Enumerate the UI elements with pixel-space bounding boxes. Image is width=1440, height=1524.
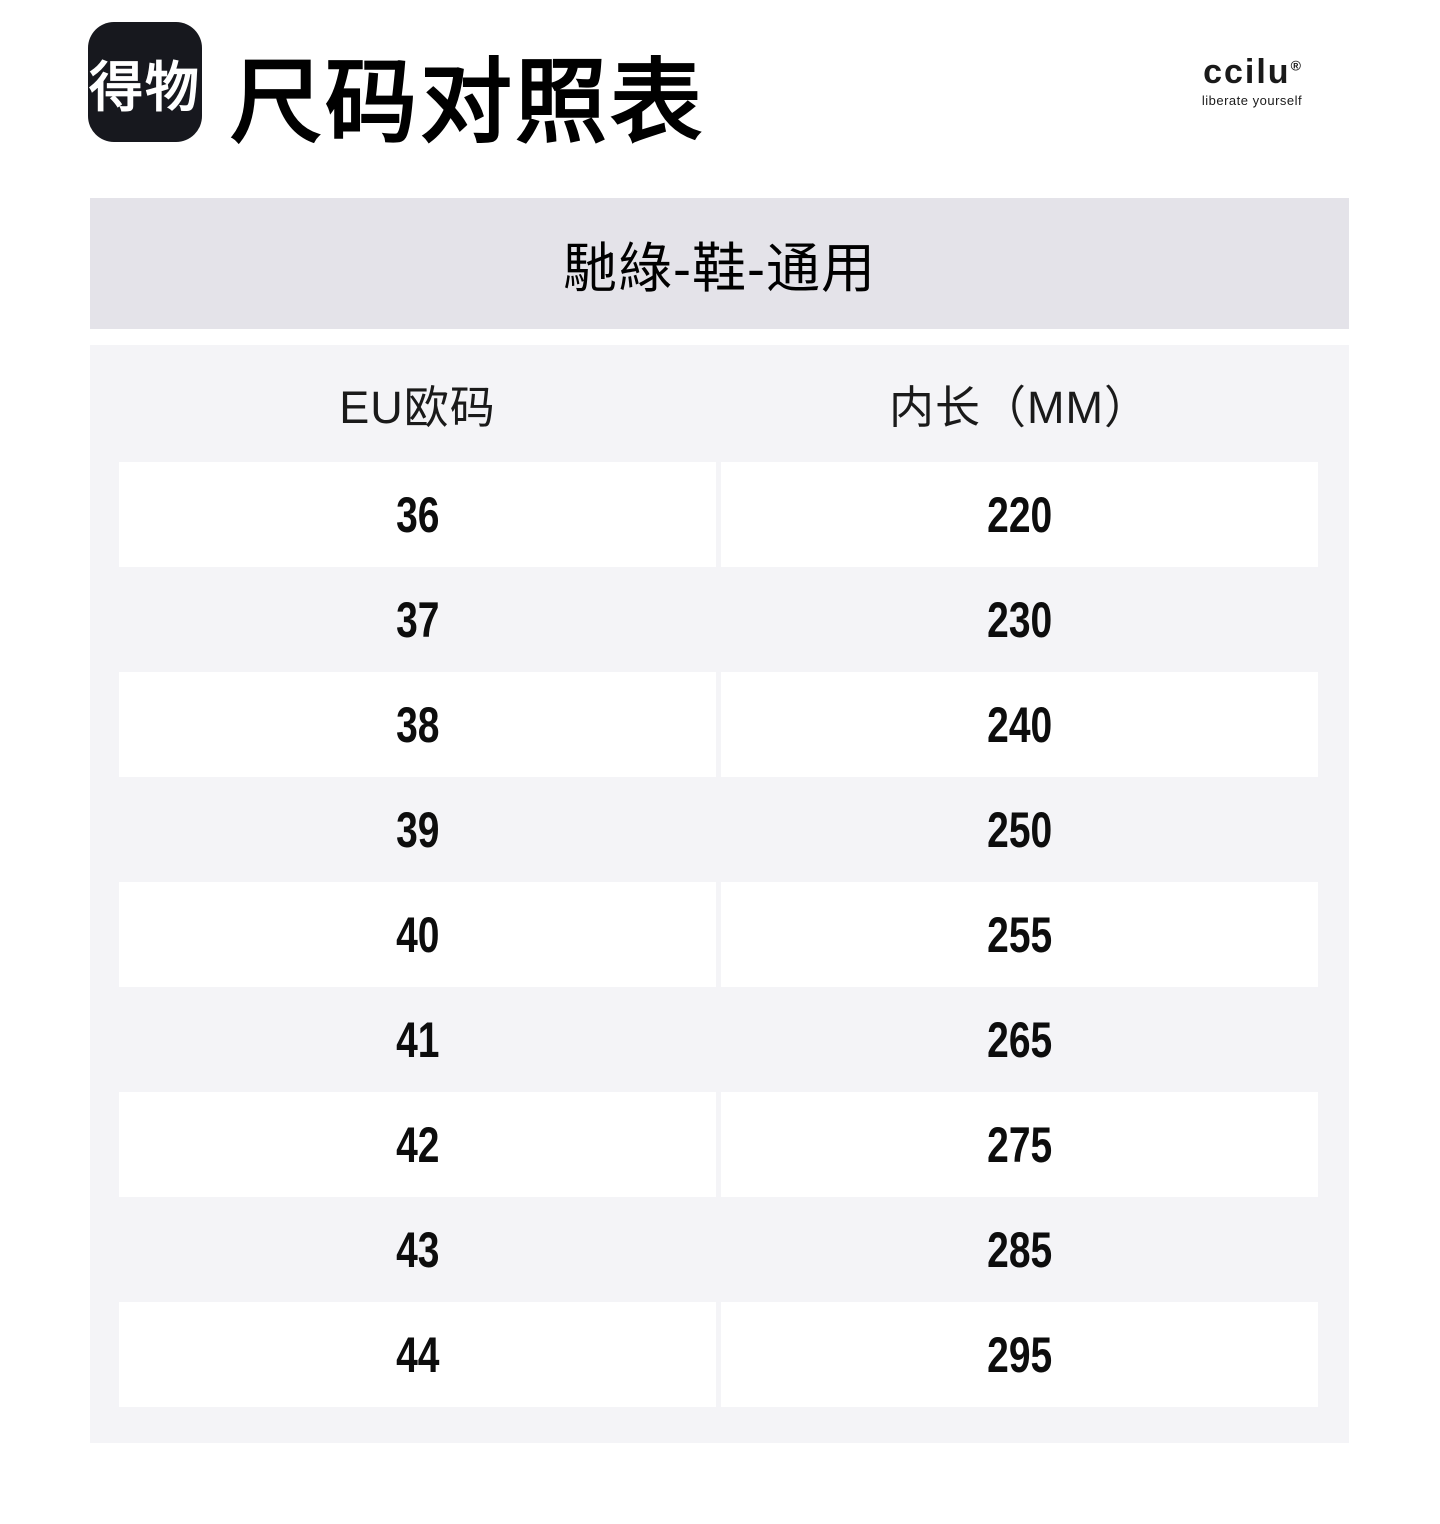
table-row: 43 285 [119,1197,1318,1302]
registered-trademark-icon: ® [1290,57,1301,74]
inner-length-value: 275 [986,1116,1053,1173]
inner-length-cell: 220 [721,462,1318,567]
eu-size-cell: 44 [119,1302,716,1407]
inner-length-value: 285 [986,1221,1053,1278]
eu-size-cell: 39 [119,777,716,882]
chart-band-title: 馳綠-鞋-通用 [90,198,1349,329]
size-table: EU欧码 内长（MM） 36 220 37 230 38 240 39 250 40 255 41 2… [90,345,1349,1443]
inner-length-cell: 255 [721,882,1318,987]
eu-size-value: 40 [395,906,440,963]
eu-size-cell: 38 [119,672,716,777]
inner-length-value: 265 [986,1011,1053,1068]
ccilu-brand-logo: ccilu® liberate yourself [1186,53,1318,109]
inner-length-value: 295 [986,1326,1053,1383]
inner-length-cell: 275 [721,1092,1318,1197]
inner-length-cell: 285 [721,1197,1318,1302]
inner-length-value: 240 [986,696,1053,753]
table-row: 39 250 [119,777,1318,882]
table-body: 36 220 37 230 38 240 39 250 40 255 41 265 42 275 43 285… [119,462,1318,1407]
table-row: 38 240 [119,672,1318,777]
inner-length-value: 220 [986,486,1053,543]
brand-name-text: ccilu [1203,53,1291,91]
eu-size-cell: 43 [119,1197,716,1302]
eu-size-cell: 37 [119,567,716,672]
table-header-row: EU欧码 内长（MM） [119,345,1318,462]
table-row: 41 265 [119,987,1318,1092]
inner-length-cell: 295 [721,1302,1318,1407]
table-row: 40 255 [119,882,1318,987]
eu-size-cell: 41 [119,987,716,1092]
column-header-inner-length: 内长（MM） [889,382,1150,433]
column-header-eu-size: EU欧码 [339,382,496,433]
inner-length-value: 255 [986,906,1053,963]
inner-length-cell: 265 [721,987,1318,1092]
inner-length-value: 230 [986,591,1053,648]
eu-size-cell: 36 [119,462,716,567]
table-row: 36 220 [119,462,1318,567]
inner-length-cell: 230 [721,567,1318,672]
eu-size-value: 38 [395,696,440,753]
eu-size-value: 42 [395,1116,440,1173]
page-title: 尺码对照表 [230,51,706,154]
eu-size-value: 44 [395,1326,440,1383]
eu-size-cell: 40 [119,882,716,987]
inner-length-value: 250 [986,801,1053,858]
eu-size-value: 37 [395,591,440,648]
brand-tagline: liberate yourself [1201,93,1303,109]
dewu-app-logo: 得物 [88,22,202,142]
table-row: 42 275 [119,1092,1318,1197]
eu-size-value: 41 [395,1011,440,1068]
eu-size-value: 39 [395,801,440,858]
inner-length-cell: 250 [721,777,1318,882]
inner-length-cell: 240 [721,672,1318,777]
table-row: 37 230 [119,567,1318,672]
eu-size-value: 36 [395,486,440,543]
brand-wordmark: ccilu® [1186,53,1318,91]
table-row: 44 295 [119,1302,1318,1407]
eu-size-cell: 42 [119,1092,716,1197]
eu-size-value: 43 [395,1221,440,1278]
